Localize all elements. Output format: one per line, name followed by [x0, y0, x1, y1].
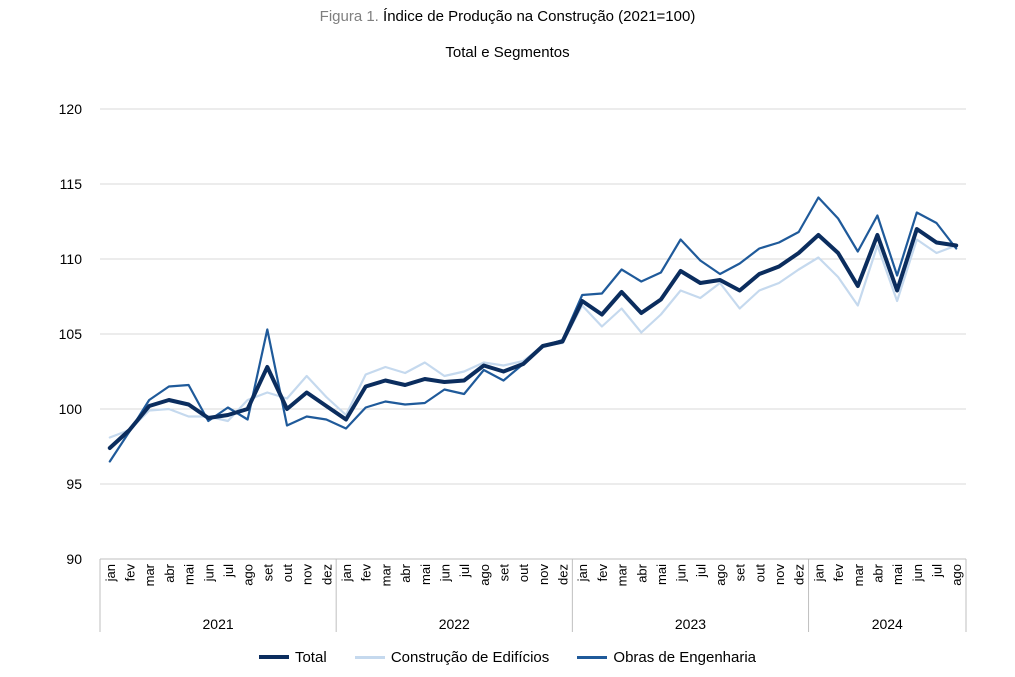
chart-title: Figura 1. Índice de Produção na Construç… — [0, 8, 1015, 25]
x-tick-label: jul — [457, 564, 472, 578]
y-tick-label: 120 — [59, 101, 83, 117]
x-tick-label: mar — [378, 563, 393, 586]
legend-item-edificios: Construção de Edifícios — [354, 649, 550, 666]
x-tick-label: nov — [300, 564, 315, 585]
x-tick-label: set — [496, 564, 511, 582]
gridlines — [100, 108, 966, 485]
figure-title: Índice de Produção na Construção (2021=1… — [383, 8, 696, 25]
series-line-edificios — [108, 238, 958, 439]
x-tick-label: fev — [123, 564, 138, 582]
y-tick-label: 115 — [60, 176, 83, 192]
series-line-total — [107, 227, 959, 450]
y-tick-label: 90 — [66, 551, 82, 567]
x-tick-label: abr — [398, 563, 413, 582]
x-tick-label: jul — [221, 564, 236, 578]
x-tick-label: mar — [851, 563, 866, 586]
legend-label-engenharia: Obras de Engenharia — [613, 649, 757, 666]
x-tick-label: out — [280, 564, 295, 582]
legend: Total Construção de Edifícios Obras de E… — [0, 646, 1015, 666]
x-tick-label: jun — [201, 564, 216, 582]
x-tick-label: ago — [713, 564, 728, 586]
chart-subtitle: Total e Segmentos — [445, 44, 570, 61]
x-tick-label: mai — [182, 564, 197, 585]
year-label: 2022 — [439, 616, 470, 632]
x-tick-label: jan — [575, 564, 590, 582]
legend-swatch-engenharia — [577, 656, 608, 659]
x-tick-label: ago — [241, 564, 256, 586]
x-tick-label: mai — [890, 564, 905, 585]
x-tick-label: set — [733, 564, 748, 582]
y-tick-label: 110 — [60, 251, 83, 267]
x-tick-label: abr — [870, 563, 885, 582]
x-tick-label: fev — [359, 564, 374, 582]
legend-swatch-edificios — [354, 656, 385, 659]
x-tick-label: out — [516, 564, 531, 582]
x-tick-label: jun — [437, 564, 452, 582]
x-tick-label: nov — [536, 564, 551, 585]
x-tick-label: jun — [674, 564, 689, 582]
x-tick-label: fev — [595, 564, 610, 582]
x-tick-label: jul — [929, 564, 944, 578]
x-tick-label: ago — [477, 564, 492, 586]
legend-swatch-total — [258, 655, 289, 659]
year-label: 2024 — [872, 616, 903, 632]
x-tick-label: out — [752, 564, 767, 582]
year-label: 2023 — [675, 616, 706, 632]
x-tick-label: abr — [634, 563, 649, 582]
x-tick-label: jul — [693, 564, 708, 578]
y-tick-label: 95 — [66, 476, 82, 492]
x-tick-label: jan — [103, 564, 118, 582]
series-lines — [107, 196, 959, 463]
series-line-engenharia — [108, 196, 958, 463]
x-tick-label: ago — [949, 564, 964, 586]
year-label: 2021 — [203, 616, 234, 632]
x-tick-label: dez — [556, 564, 571, 585]
x-tick-label: mar — [142, 563, 157, 586]
x-tick-label: abr — [162, 563, 177, 582]
y-tick-label: 105 — [59, 326, 83, 342]
legend-item-engenharia: Obras de Engenharia — [577, 649, 756, 666]
legend-label-total: Total — [294, 648, 327, 666]
legend-item-total: Total — [258, 648, 327, 666]
x-tick-label: nov — [772, 564, 787, 585]
x-tick-label: dez — [792, 564, 807, 585]
x-tick-label: mai — [418, 564, 433, 585]
x-tick-label: dez — [319, 564, 334, 585]
x-tick-label: jan — [811, 564, 826, 582]
x-tick-label: fev — [831, 564, 846, 582]
x-tick-label: mar — [615, 563, 630, 586]
legend-label-edificios: Construção de Edifícios — [390, 649, 550, 666]
x-tick-label: set — [260, 564, 275, 582]
x-tick-label: mai — [654, 564, 669, 585]
figure-number: Figura 1. — [319, 8, 379, 25]
y-tick-label: 100 — [59, 401, 83, 417]
x-tick-label: jan — [339, 564, 354, 582]
x-tick-label: jun — [910, 564, 925, 582]
